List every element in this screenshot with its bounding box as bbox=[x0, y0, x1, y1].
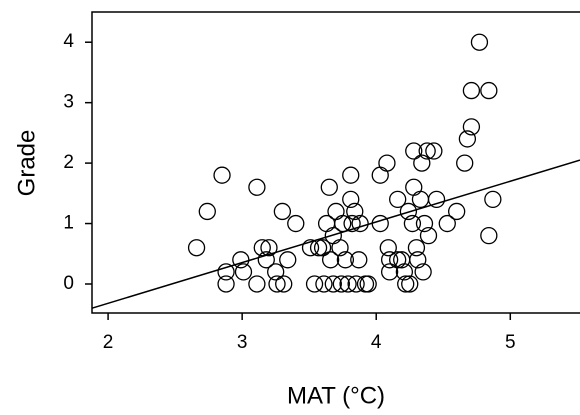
plot-frame bbox=[91, 11, 580, 314]
point bbox=[419, 226, 438, 245]
point bbox=[336, 251, 355, 269]
point bbox=[411, 190, 430, 209]
point bbox=[458, 130, 477, 148]
point bbox=[389, 190, 407, 209]
point bbox=[462, 118, 481, 136]
point bbox=[397, 275, 415, 293]
y-tick-label: 2 bbox=[63, 152, 74, 173]
point bbox=[425, 142, 443, 160]
point bbox=[339, 275, 357, 293]
fit-line bbox=[91, 159, 580, 309]
point bbox=[484, 190, 502, 209]
point bbox=[248, 178, 266, 196]
y-tick-label: 1 bbox=[63, 213, 74, 234]
point bbox=[415, 214, 434, 233]
point bbox=[378, 154, 396, 172]
y-tick-label: 4 bbox=[63, 31, 74, 52]
point bbox=[380, 251, 399, 269]
point bbox=[273, 202, 292, 221]
point bbox=[395, 263, 414, 281]
point bbox=[198, 202, 216, 221]
point bbox=[393, 251, 411, 269]
point bbox=[321, 251, 340, 269]
point bbox=[217, 263, 235, 281]
point bbox=[403, 214, 422, 233]
point bbox=[217, 275, 235, 293]
point bbox=[331, 239, 349, 257]
point bbox=[305, 275, 324, 293]
point bbox=[371, 166, 389, 184]
x-axis-label: MAT (°C) bbox=[287, 382, 385, 409]
point bbox=[405, 178, 423, 196]
point bbox=[346, 202, 364, 221]
point bbox=[275, 275, 293, 293]
y-tick-label: 3 bbox=[63, 92, 74, 113]
point bbox=[462, 81, 481, 100]
point bbox=[267, 263, 285, 281]
point bbox=[351, 214, 369, 233]
x-tick-label: 3 bbox=[237, 332, 248, 353]
x-tick-label: 2 bbox=[103, 332, 114, 353]
point bbox=[260, 239, 278, 257]
point bbox=[334, 214, 352, 233]
point bbox=[401, 275, 419, 293]
point bbox=[279, 251, 297, 269]
point bbox=[480, 81, 498, 100]
point bbox=[313, 239, 332, 257]
point bbox=[405, 142, 423, 160]
point bbox=[342, 190, 360, 209]
point bbox=[268, 275, 286, 293]
point bbox=[480, 226, 498, 245]
point bbox=[379, 239, 397, 257]
point bbox=[407, 239, 426, 257]
point bbox=[343, 214, 361, 233]
point bbox=[332, 275, 351, 293]
point bbox=[320, 178, 338, 196]
point bbox=[438, 214, 456, 233]
point bbox=[248, 275, 266, 293]
point bbox=[301, 239, 320, 257]
point bbox=[409, 251, 427, 269]
point bbox=[187, 239, 206, 257]
x-tick-label: 5 bbox=[505, 332, 516, 353]
point bbox=[342, 166, 360, 184]
point bbox=[371, 214, 389, 233]
point bbox=[418, 142, 436, 160]
point bbox=[324, 275, 342, 293]
point bbox=[413, 154, 431, 172]
point bbox=[327, 202, 345, 221]
point bbox=[359, 275, 377, 293]
point bbox=[257, 251, 275, 269]
point bbox=[456, 154, 474, 172]
point bbox=[347, 275, 365, 293]
point bbox=[414, 263, 432, 281]
y-tick-label: 0 bbox=[63, 273, 74, 294]
point bbox=[399, 202, 418, 221]
point bbox=[427, 190, 446, 209]
point bbox=[287, 214, 305, 233]
point bbox=[380, 263, 399, 281]
point bbox=[213, 166, 231, 184]
point bbox=[470, 33, 489, 51]
point bbox=[234, 263, 253, 281]
x-tick-label: 4 bbox=[371, 332, 382, 353]
point bbox=[350, 251, 368, 269]
y-axis-label: Grade bbox=[13, 130, 40, 197]
point bbox=[315, 275, 333, 293]
point bbox=[448, 202, 466, 221]
